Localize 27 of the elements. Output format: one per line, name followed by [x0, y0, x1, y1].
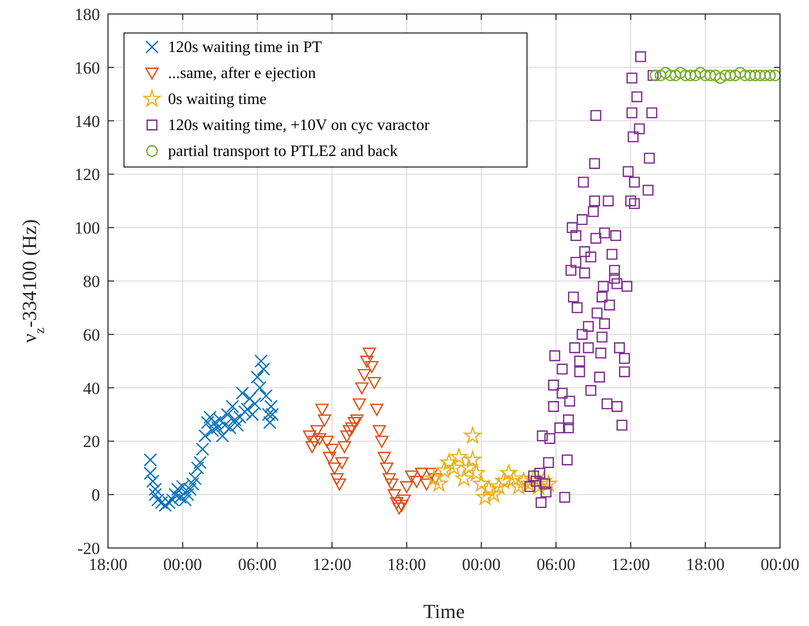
- x-tick-label: 06:00: [536, 555, 576, 574]
- legend-label: 120s waiting time, +10V on cyc varactor: [168, 117, 430, 134]
- x-tick-label: 06:00: [238, 555, 277, 574]
- x-tick-label: 00:00: [163, 555, 202, 574]
- legend-label: 120s waiting time in PT: [168, 39, 322, 56]
- y-tick-label: 140: [74, 112, 100, 131]
- y-tick-label: 80: [83, 272, 100, 291]
- x-tick-label: 12:00: [312, 555, 352, 574]
- x-tick-label: 00:00: [462, 555, 501, 574]
- x-tick-label: 18:00: [88, 555, 128, 574]
- x-tick-label: 18:00: [387, 555, 426, 574]
- y-tick-label: 20: [83, 432, 100, 452]
- y-tick-label: 40: [83, 378, 100, 398]
- x-tick-label: 00:00: [760, 555, 800, 574]
- y-tick-label: 180: [74, 5, 100, 24]
- legend-label: 0s waiting time: [168, 91, 267, 108]
- y-tick-label: 100: [74, 218, 100, 238]
- y-tick-label: 0: [92, 486, 100, 505]
- legend-label: partial transport to PTLE2 and back: [168, 143, 398, 160]
- x-tick-label: 18:00: [686, 555, 725, 574]
- y-tick-label: -20: [77, 539, 100, 558]
- y-tick-label: 120: [74, 165, 100, 184]
- y-tick-label: 60: [83, 325, 100, 344]
- x-axis-title: Time: [423, 601, 465, 623]
- y-tick-label: 160: [74, 58, 100, 78]
- x-tick-label: 12:00: [611, 555, 650, 574]
- legend-label: ...same, after e ejection: [168, 65, 316, 82]
